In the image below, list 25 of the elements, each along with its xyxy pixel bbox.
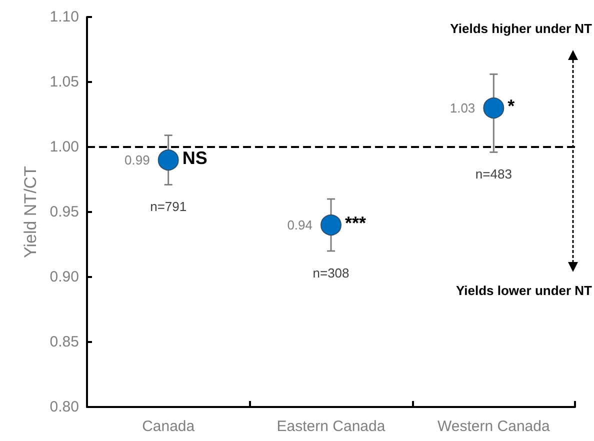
y-tick-label: 0.80	[50, 398, 79, 416]
y-tick-label: 0.95	[50, 204, 79, 220]
annotation: n=791	[150, 199, 187, 214]
x-tick-label: Canada	[142, 418, 196, 435]
x-tick-label: Eastern Canada	[276, 418, 386, 435]
y-tick-label: 0.85	[50, 334, 79, 350]
data-label: 1.03	[450, 100, 476, 116]
x-tick-label: Western Canada	[438, 418, 550, 435]
y-axis-title: Yield NT/CT	[20, 166, 40, 258]
y-tick-label: 1.10	[50, 8, 79, 26]
point	[158, 150, 179, 170]
data-label: 0.94	[287, 218, 312, 232]
annotation: n=483	[475, 166, 512, 182]
annotation: Yields lower under NT	[456, 283, 592, 298]
y-tick-label: 1.00	[50, 138, 79, 156]
point	[483, 98, 504, 118]
annotation: ***	[345, 213, 366, 233]
y-tick-label: 1.05	[50, 74, 79, 90]
y-tick-label: 0.90	[50, 268, 79, 286]
annotation: NS	[182, 148, 208, 168]
point	[320, 214, 342, 236]
data-label: 0.99	[124, 152, 150, 168]
annotation: *	[508, 96, 515, 116]
annotation: Yields higher under NT	[450, 21, 592, 36]
annotation: n=308	[312, 266, 350, 280]
